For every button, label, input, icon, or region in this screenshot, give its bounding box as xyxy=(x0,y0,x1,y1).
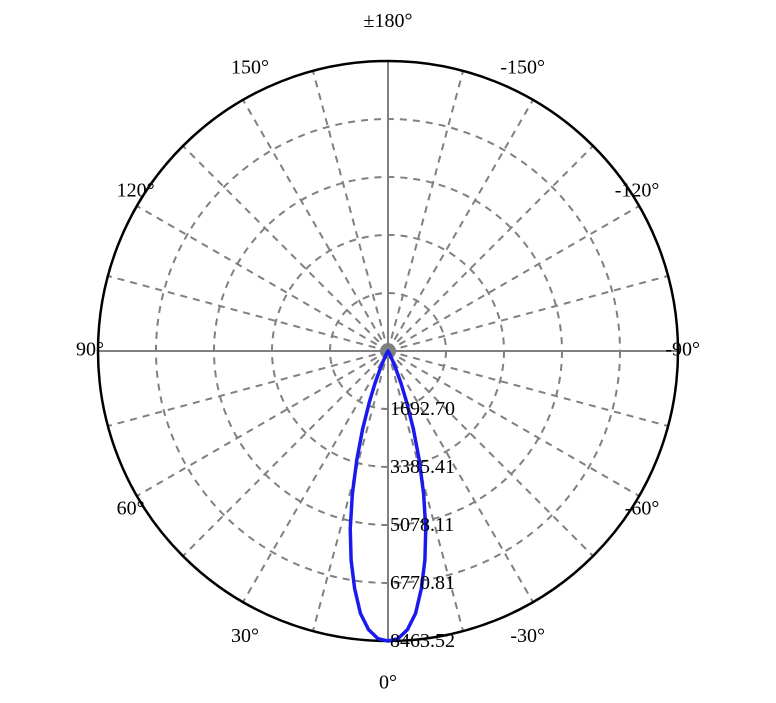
angle-label: 60° xyxy=(117,498,145,520)
angle-label: 30° xyxy=(231,625,259,647)
angle-label: -60° xyxy=(625,498,660,520)
radial-label: 3385.41 xyxy=(390,456,455,478)
radial-labels: 1692.70 3385.41 5078.11 6770.81 8463.52 xyxy=(390,398,455,652)
angle-label: 0° xyxy=(379,672,397,694)
angle-label: -150° xyxy=(500,57,545,79)
angle-label: 90° xyxy=(76,339,104,361)
radial-label: 5078.11 xyxy=(390,514,454,536)
radial-label: 1692.70 xyxy=(390,398,455,420)
angle-label: -120° xyxy=(615,180,660,202)
angle-label: 120° xyxy=(117,180,155,202)
angle-label: -30° xyxy=(510,625,545,647)
angle-label: 150° xyxy=(231,57,269,79)
radial-label: 6770.81 xyxy=(390,572,455,594)
angle-label: -90° xyxy=(665,339,700,361)
angle-label: ±180° xyxy=(364,10,413,32)
radial-label: 8463.52 xyxy=(390,630,455,652)
polar-chart: 1692.70 3385.41 5078.11 6770.81 8463.52 0° 30… xyxy=(0,0,776,703)
